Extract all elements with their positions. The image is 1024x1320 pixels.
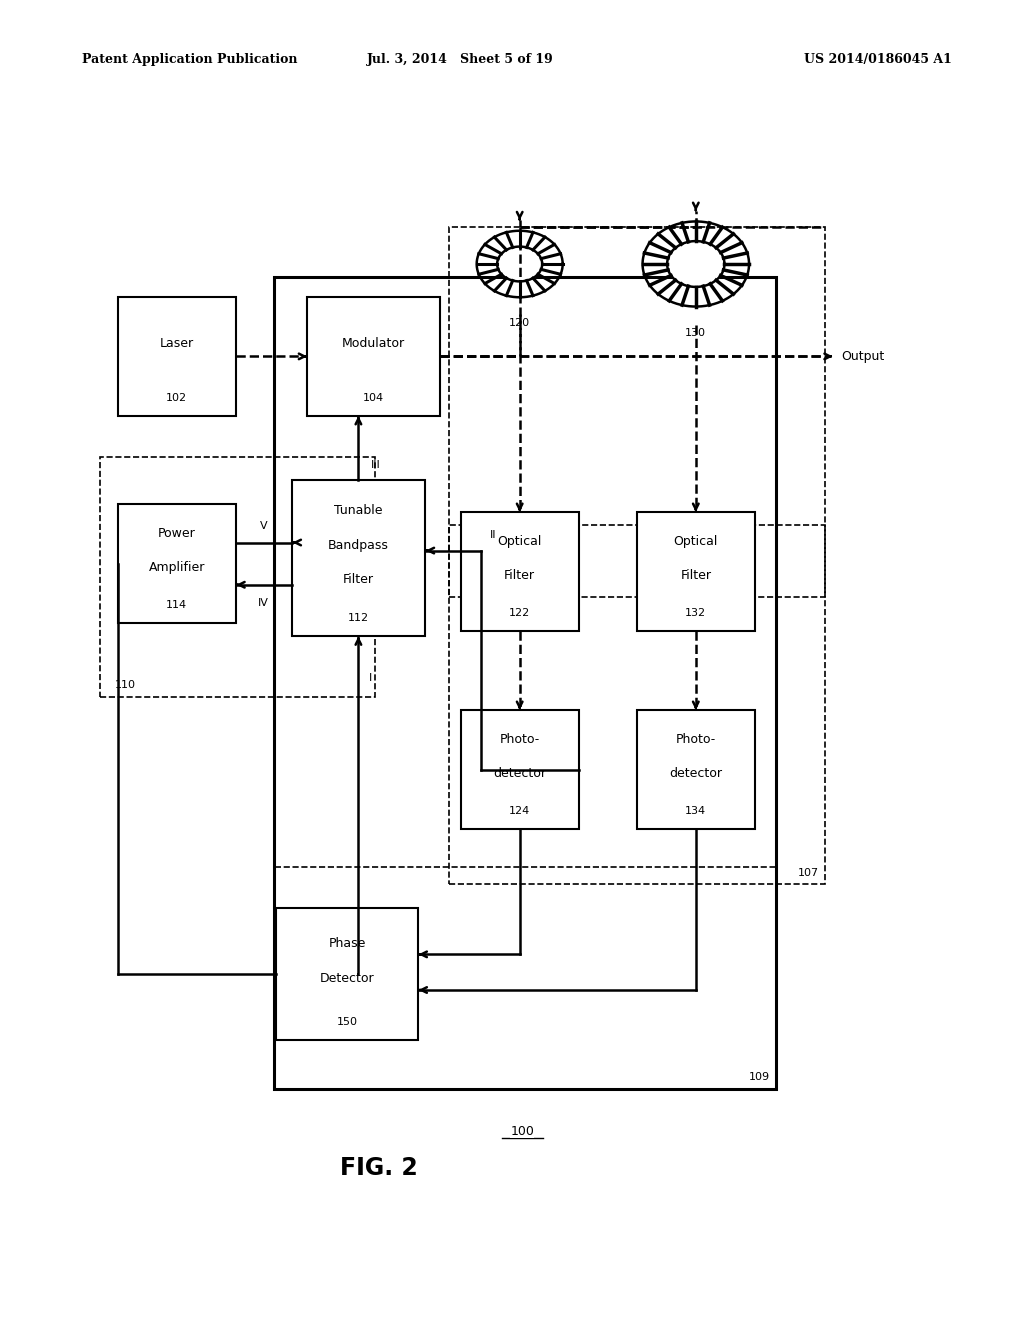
Text: Modulator: Modulator	[342, 337, 406, 350]
Text: Laser: Laser	[160, 337, 194, 350]
Text: 110: 110	[115, 680, 136, 690]
Text: Filter: Filter	[680, 569, 712, 582]
FancyBboxPatch shape	[637, 512, 755, 631]
Polygon shape	[498, 247, 543, 281]
FancyBboxPatch shape	[637, 710, 755, 829]
Text: 150: 150	[337, 1016, 357, 1027]
Text: US 2014/0186045 A1: US 2014/0186045 A1	[805, 53, 952, 66]
Text: Tunable: Tunable	[334, 504, 383, 517]
Text: V: V	[260, 521, 267, 532]
Text: 130: 130	[685, 327, 707, 338]
Text: 132: 132	[685, 607, 707, 618]
Text: Patent Application Publication: Patent Application Publication	[82, 53, 297, 66]
Text: Photo-: Photo-	[676, 733, 716, 746]
Text: Output: Output	[842, 350, 885, 363]
Text: 112: 112	[348, 612, 369, 623]
Text: Phase: Phase	[329, 937, 366, 950]
Text: III: III	[371, 459, 381, 470]
Text: detector: detector	[670, 767, 722, 780]
FancyBboxPatch shape	[307, 297, 440, 416]
Text: 120: 120	[509, 318, 530, 329]
FancyBboxPatch shape	[461, 710, 579, 829]
FancyBboxPatch shape	[461, 512, 579, 631]
Text: Optical: Optical	[498, 535, 542, 548]
Text: Detector: Detector	[319, 972, 375, 985]
Text: 102: 102	[166, 392, 187, 403]
FancyBboxPatch shape	[274, 277, 776, 1089]
Text: Bandpass: Bandpass	[328, 539, 389, 552]
FancyBboxPatch shape	[118, 504, 236, 623]
FancyBboxPatch shape	[292, 480, 425, 636]
Text: Jul. 3, 2014   Sheet 5 of 19: Jul. 3, 2014 Sheet 5 of 19	[368, 53, 554, 66]
Text: 134: 134	[685, 805, 707, 816]
Text: 109: 109	[749, 1072, 770, 1082]
Text: 122: 122	[509, 607, 530, 618]
Text: 107: 107	[798, 867, 819, 878]
Text: Filter: Filter	[504, 569, 536, 582]
Text: 114: 114	[166, 599, 187, 610]
Text: FIG. 2: FIG. 2	[340, 1156, 418, 1180]
Text: I: I	[369, 673, 372, 684]
Polygon shape	[668, 242, 725, 286]
Text: Photo-: Photo-	[500, 733, 540, 746]
Text: detector: detector	[494, 767, 546, 780]
Text: IV: IV	[258, 598, 269, 609]
FancyBboxPatch shape	[118, 297, 236, 416]
Text: 104: 104	[364, 392, 384, 403]
Text: Power: Power	[158, 527, 196, 540]
Text: 100: 100	[510, 1125, 535, 1138]
Text: II: II	[489, 531, 496, 540]
FancyBboxPatch shape	[276, 908, 418, 1040]
Text: Optical: Optical	[674, 535, 718, 548]
Text: Filter: Filter	[343, 573, 374, 586]
Text: Amplifier: Amplifier	[148, 561, 205, 574]
Text: 124: 124	[509, 805, 530, 816]
